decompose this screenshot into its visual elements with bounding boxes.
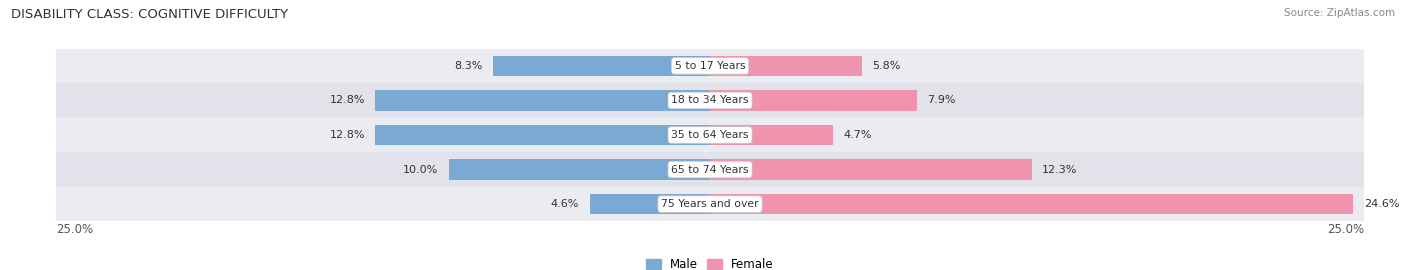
- Text: Source: ZipAtlas.com: Source: ZipAtlas.com: [1284, 8, 1395, 18]
- Bar: [449, 159, 710, 180]
- Text: 18 to 34 Years: 18 to 34 Years: [671, 95, 749, 106]
- Text: DISABILITY CLASS: COGNITIVE DIFFICULTY: DISABILITY CLASS: COGNITIVE DIFFICULTY: [11, 8, 288, 21]
- Text: 8.3%: 8.3%: [454, 61, 482, 71]
- Text: 65 to 74 Years: 65 to 74 Years: [671, 164, 749, 175]
- Text: 7.9%: 7.9%: [927, 95, 956, 106]
- Text: 5.8%: 5.8%: [872, 61, 901, 71]
- Text: 4.7%: 4.7%: [844, 130, 872, 140]
- Bar: [56, 118, 1364, 152]
- Text: 4.6%: 4.6%: [551, 199, 579, 209]
- Bar: [710, 194, 1354, 214]
- Text: 5 to 17 Years: 5 to 17 Years: [675, 61, 745, 71]
- Text: 35 to 64 Years: 35 to 64 Years: [671, 130, 749, 140]
- Bar: [710, 159, 1032, 180]
- Bar: [710, 56, 862, 76]
- Bar: [56, 49, 1364, 83]
- Bar: [56, 152, 1364, 187]
- Bar: [56, 83, 1364, 118]
- Text: 24.6%: 24.6%: [1364, 199, 1399, 209]
- Bar: [375, 125, 710, 145]
- Text: 25.0%: 25.0%: [56, 223, 93, 236]
- Text: 25.0%: 25.0%: [1327, 223, 1364, 236]
- Text: 12.3%: 12.3%: [1042, 164, 1077, 175]
- Legend: Male, Female: Male, Female: [641, 254, 779, 270]
- Bar: [56, 187, 1364, 221]
- Text: 12.8%: 12.8%: [329, 95, 364, 106]
- Text: 12.8%: 12.8%: [329, 130, 364, 140]
- Bar: [494, 56, 710, 76]
- Bar: [589, 194, 710, 214]
- Bar: [710, 90, 917, 111]
- Bar: [375, 90, 710, 111]
- Text: 75 Years and over: 75 Years and over: [661, 199, 759, 209]
- Bar: [710, 125, 832, 145]
- Text: 10.0%: 10.0%: [402, 164, 439, 175]
